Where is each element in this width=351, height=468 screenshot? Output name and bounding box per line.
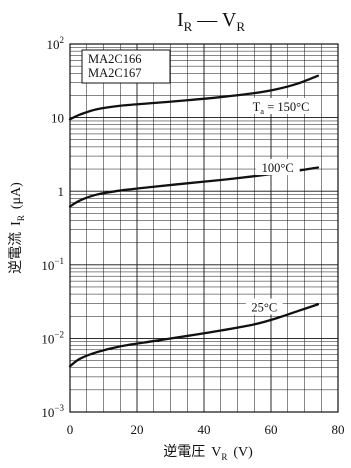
series-curve-0	[68, 74, 320, 121]
part-number-box: MA2C166 MA2C167	[81, 49, 171, 84]
y-tick-label: 10−3	[41, 403, 64, 420]
y-tick-labels: 102 10 1 10−1 10−2 10−3	[41, 35, 64, 420]
x-tick-label: 80	[332, 422, 345, 437]
x-tick-labels: 0 20 40 60 80	[67, 422, 345, 437]
curve-labels: Ta = 150°C 100°C 25°C	[245, 98, 315, 315]
y-tick-label: 102	[47, 35, 65, 52]
x-tick-label: 20	[131, 422, 144, 437]
series-label-2: 25°C	[251, 300, 277, 314]
series-label-bg	[255, 159, 300, 176]
part-number-2: MA2C167	[88, 66, 141, 80]
horizontal-gridlines	[70, 47, 338, 391]
part-number-1: MA2C166	[88, 52, 141, 66]
y-tick-label: 10−1	[41, 256, 64, 273]
series-label-bg	[248, 98, 315, 115]
y-axis-label: 逆電流IR(μA)	[8, 182, 26, 274]
y-tick-label: 1	[58, 184, 65, 199]
curves	[68, 74, 320, 368]
series-label-bg	[245, 298, 283, 315]
plot-area: Ta = 150°C 100°C 25°C	[68, 43, 339, 413]
x-axis-label: 逆電圧 VR (V)	[163, 444, 253, 462]
x-tick-label: 40	[198, 422, 211, 437]
series-curve-2	[68, 303, 320, 368]
x-tick-label: 0	[67, 422, 74, 437]
chart-title: IR — VR	[177, 9, 245, 34]
series-label-1: 100°C	[262, 161, 294, 175]
y-tick-label: 10	[51, 111, 64, 126]
y-tick-label: 10−2	[41, 329, 64, 346]
x-tick-label: 60	[265, 422, 278, 437]
series-label-0: Ta = 150°C	[253, 100, 310, 116]
